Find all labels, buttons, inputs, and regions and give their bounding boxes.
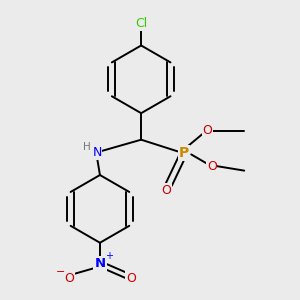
Text: N: N	[94, 257, 106, 270]
Text: O: O	[161, 184, 171, 197]
Text: O: O	[64, 272, 74, 285]
Text: O: O	[207, 160, 217, 173]
Text: Cl: Cl	[135, 17, 147, 30]
Text: H: H	[83, 142, 91, 152]
Text: N: N	[92, 146, 102, 159]
Text: −: −	[56, 267, 65, 277]
Text: P: P	[179, 146, 189, 160]
Text: O: O	[126, 272, 136, 285]
Text: +: +	[105, 251, 113, 261]
Text: O: O	[202, 124, 212, 137]
